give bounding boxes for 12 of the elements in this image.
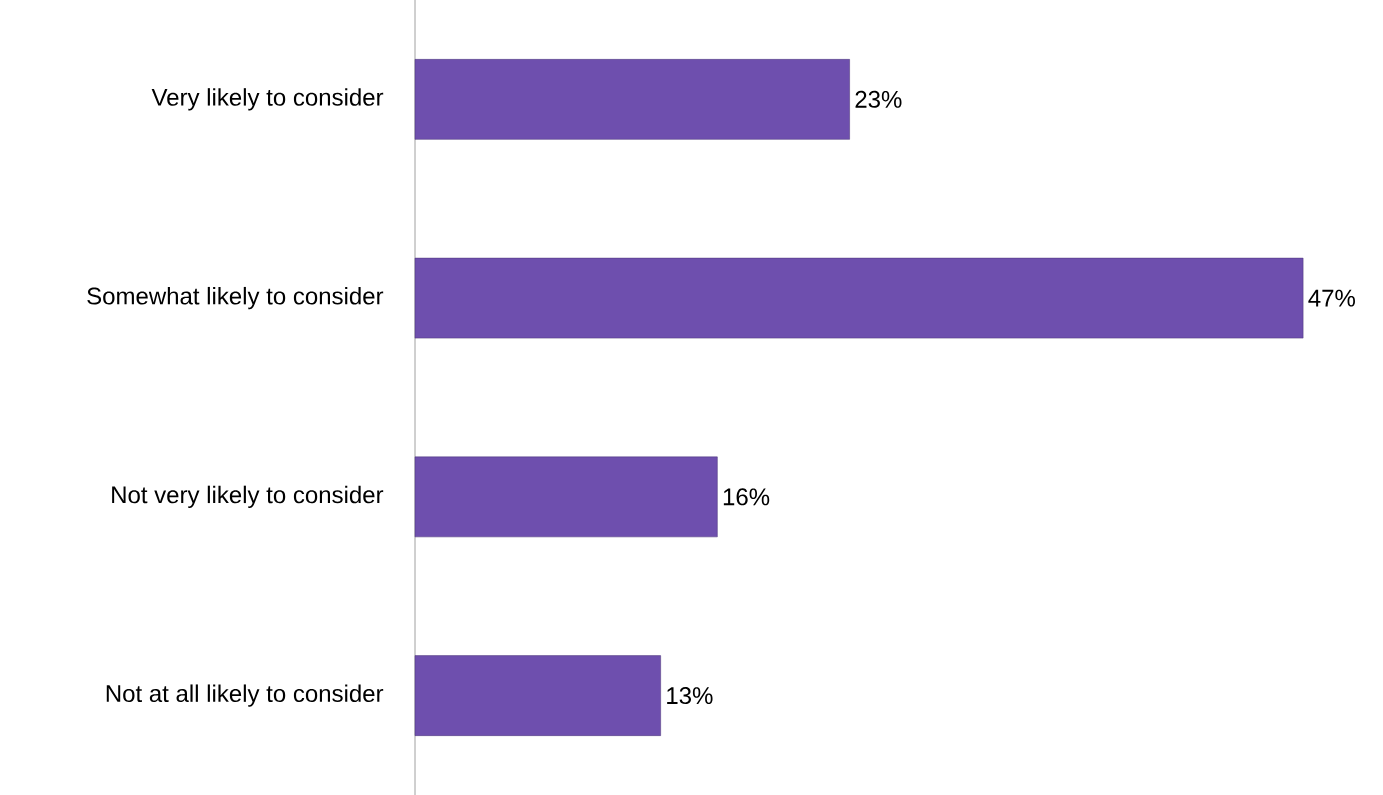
data-label: 13% [667,687,713,705]
bar [414,257,1304,339]
bar [414,59,850,140]
y-tick-label: Very likely to consider [151,88,384,111]
bar [414,655,661,736]
y-tick-label: Somewhat likely to consider [87,286,384,310]
y-tick-label: Not very likely to consider [112,485,384,509]
y-tick-label: Not at all likely to consider [106,684,384,707]
data-label: 47% [1308,289,1355,307]
data-label: 23% [855,90,902,108]
bar [414,456,718,538]
data-label: 16% [723,488,770,506]
